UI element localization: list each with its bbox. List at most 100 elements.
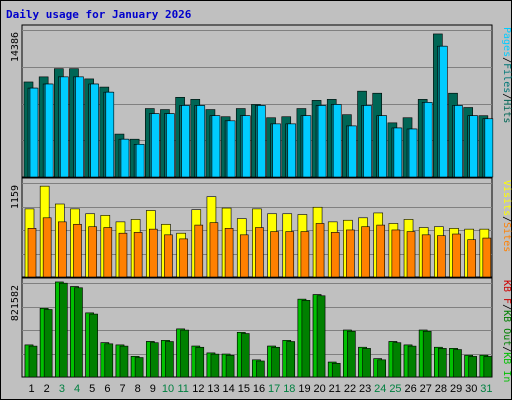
bar-sites-day-20 xyxy=(315,223,325,278)
bar-sites-day-17 xyxy=(270,231,279,278)
bar-sites-day-28 xyxy=(437,235,446,278)
legend-entry-1: / xyxy=(501,57,512,63)
legend-entry-4: Hits xyxy=(501,99,512,123)
bar-sites-day-14 xyxy=(224,228,234,278)
bar-sites-day-16 xyxy=(255,227,264,278)
bar-pages-day-18 xyxy=(287,123,297,178)
day-label-5: 5 xyxy=(89,383,95,395)
bar-sites-day-1 xyxy=(27,228,37,278)
legend-entry-2: KB Out xyxy=(501,310,512,346)
bar-pages-day-21 xyxy=(332,104,342,178)
bar-kbout-day-1 xyxy=(28,345,38,378)
bar-sites-day-12 xyxy=(194,224,204,278)
bar-pages-day-20 xyxy=(317,105,327,178)
bar-pages-day-26 xyxy=(408,128,418,178)
day-label-14: 14 xyxy=(223,383,235,395)
bar-pages-day-14 xyxy=(226,120,236,178)
panel-legend: KB F/KB Out/KB In xyxy=(501,280,512,382)
bar-sites-day-2 xyxy=(42,217,52,278)
bar-kbout-day-28 xyxy=(438,348,447,378)
bar-sites-day-15 xyxy=(239,234,249,278)
day-label-16: 16 xyxy=(253,383,265,395)
bar-pages-day-11 xyxy=(181,105,190,178)
bar-kbout-day-15 xyxy=(240,333,250,378)
day-label-25: 25 xyxy=(389,383,401,395)
bar-pages-day-9 xyxy=(150,113,160,178)
bar-sites-day-9 xyxy=(148,228,158,278)
bar-sites-day-6 xyxy=(103,227,113,278)
bar-kbout-day-8 xyxy=(134,357,144,378)
bar-pages-day-6 xyxy=(105,91,115,178)
day-axis-labels: 1 2 3 4 5 6 7 8 9 10 11 12 13 14 15 16 17 18 19 20 21 22 23 24 2… xyxy=(29,383,493,395)
bar-pages-day-5 xyxy=(90,83,99,178)
bar-pages-day-29 xyxy=(454,105,463,178)
legend-entry-0: Pages xyxy=(501,27,512,57)
bar-pages-day-8 xyxy=(135,144,145,178)
bar-pages-day-12 xyxy=(196,105,206,178)
bar-sites-day-8 xyxy=(133,232,143,278)
bar-sites-day-26 xyxy=(406,231,416,278)
bar-pages-day-23 xyxy=(363,105,372,178)
bar-pages-day-4 xyxy=(75,76,84,178)
day-label-6: 6 xyxy=(104,383,110,395)
bar-pages-day-27 xyxy=(423,102,433,178)
bar-pages-day-13 xyxy=(211,115,221,178)
bar-kbout-day-2 xyxy=(43,309,53,378)
bar-sites-day-30 xyxy=(467,239,476,278)
bar-sites-day-27 xyxy=(421,234,431,278)
bar-kbout-day-6 xyxy=(104,343,114,378)
bar-kbout-day-20 xyxy=(316,295,326,378)
chart-title: Daily usage for January 2026 xyxy=(6,8,192,21)
bar-pages-day-24 xyxy=(378,115,388,178)
day-label-3: 3 xyxy=(59,383,65,395)
day-label-26: 26 xyxy=(404,383,416,395)
bar-pages-day-2 xyxy=(44,83,54,178)
bar-pages-day-30 xyxy=(469,115,478,178)
bar-pages-day-25 xyxy=(393,127,403,178)
bar-kbout-day-25 xyxy=(392,342,402,378)
legend-entry-3: / xyxy=(501,346,512,352)
panel-visits-sites: 1159 Visits/Sites xyxy=(10,177,512,278)
bar-kbout-day-26 xyxy=(407,345,417,378)
panel-kbytes: 821582 KB F/KB Out/KB In xyxy=(10,277,512,382)
bar-kbout-day-27 xyxy=(422,330,432,378)
day-label-7: 7 xyxy=(119,383,125,395)
bar-sites-day-10 xyxy=(164,234,173,278)
bar-sites-day-25 xyxy=(391,229,401,278)
day-label-4: 4 xyxy=(74,383,80,395)
bar-kbout-day-10 xyxy=(165,341,174,378)
bar-kbout-day-11 xyxy=(180,329,189,378)
bar-kbout-day-21 xyxy=(331,362,341,378)
day-label-2: 2 xyxy=(44,383,50,395)
bar-sites-day-18 xyxy=(285,231,295,278)
bar-kbout-day-13 xyxy=(210,353,220,378)
bar-kbout-day-3 xyxy=(59,282,68,378)
bar-pages-day-22 xyxy=(348,125,357,178)
bar-pages-day-3 xyxy=(60,76,69,178)
bar-kbout-day-18 xyxy=(286,341,296,378)
day-label-17: 17 xyxy=(268,383,280,395)
legend-entry-3: / xyxy=(501,93,512,99)
day-label-28: 28 xyxy=(435,383,447,395)
day-label-29: 29 xyxy=(450,383,462,395)
bar-pages-day-10 xyxy=(166,113,175,178)
day-label-11: 11 xyxy=(177,383,188,395)
day-label-19: 19 xyxy=(298,383,310,395)
legend-entry-0: KB F xyxy=(501,280,512,304)
day-label-30: 30 xyxy=(465,383,477,395)
bar-kbout-day-12 xyxy=(195,346,205,378)
day-label-20: 20 xyxy=(314,383,326,395)
day-label-27: 27 xyxy=(420,383,432,395)
bar-sites-day-29 xyxy=(452,233,461,278)
bar-kbout-day-9 xyxy=(149,342,159,378)
legend-entry-2: Sites xyxy=(501,222,512,252)
bar-sites-day-22 xyxy=(346,229,355,278)
day-label-10: 10 xyxy=(162,383,174,395)
day-label-15: 15 xyxy=(238,383,250,395)
day-label-24: 24 xyxy=(374,383,386,395)
bar-sites-day-24 xyxy=(376,224,386,278)
day-label-12: 12 xyxy=(192,383,204,395)
